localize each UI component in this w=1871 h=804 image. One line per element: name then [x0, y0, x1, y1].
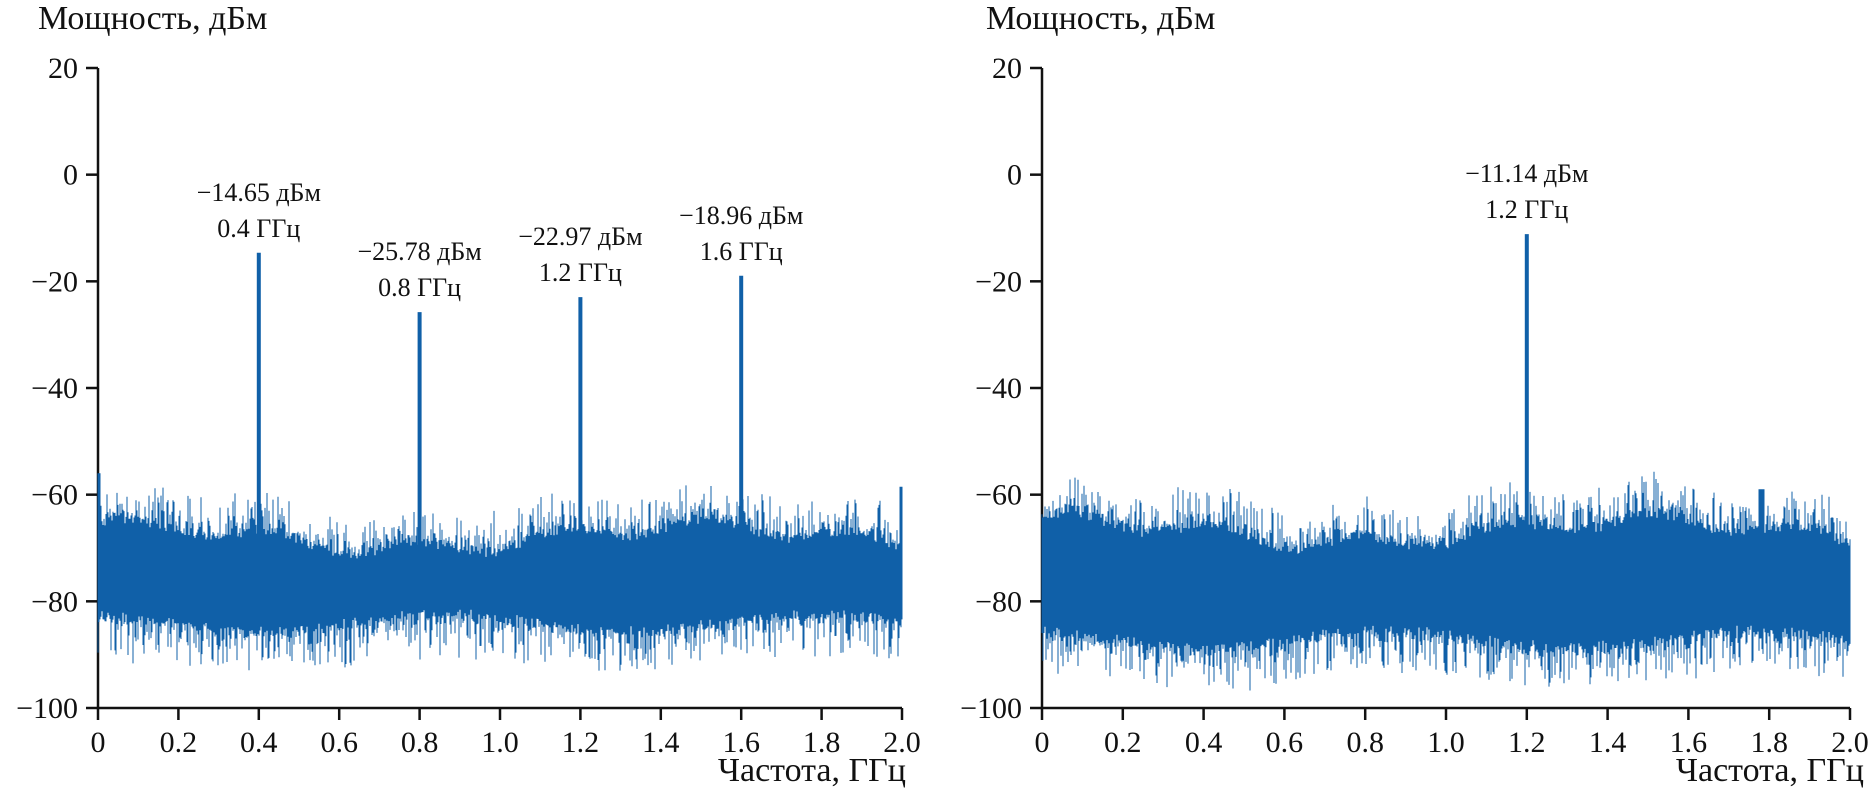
y-axis-title-left: Мощность, дБм [38, 0, 268, 37]
x-tick-label: 0.6 [1266, 726, 1304, 759]
x-tick-label: 1.0 [1427, 726, 1465, 759]
y-tick-label: −20 [975, 265, 1022, 298]
y-tick-label: −60 [975, 479, 1022, 512]
x-tick-label: 0.2 [1104, 726, 1142, 759]
x-tick-label: 1.2 [562, 726, 600, 759]
peak-annotation-power: −18.96 дБм [679, 201, 803, 230]
y-tick-label: −100 [960, 692, 1022, 725]
peak-annotation-freq: 0.8 ГГц [378, 273, 461, 302]
peak-annotation-power: −25.78 дБм [357, 237, 481, 266]
y-tick-label: 0 [63, 159, 78, 192]
y-tick-label: 0 [1007, 159, 1022, 192]
right-spectrum-chart: 20 0 −20 −40 −60 −80 −100 0 0.2 0.4 0.6 0.8 1.0 1.2 1.… [960, 52, 1869, 759]
x-tick-label: 0.4 [240, 726, 278, 759]
x-tick-label: 0.8 [1346, 726, 1384, 759]
x-tick-label: 1.4 [642, 726, 680, 759]
x-tick-label: 1.6 [722, 726, 760, 759]
x-tick-label: 0.4 [1185, 726, 1223, 759]
y-tick-label: −20 [31, 265, 78, 298]
peak-annotation-freq: 1.6 ГГц [700, 237, 783, 266]
x-tick-label: 0.6 [320, 726, 358, 759]
peak-annotation-freq: 0.4 ГГц [217, 214, 300, 243]
left-spectrum-chart: 20 0 −20 −40 −60 −80 −100 0 0.2 0.4 0.6 0.8 1.0 1.2 1.… [16, 52, 921, 759]
peak-annotation-power: −14.65 дБм [197, 178, 321, 207]
x-tick-label: 0.2 [160, 726, 198, 759]
x-tick-label: 0.8 [401, 726, 439, 759]
peak-annotation-power: −22.97 дБм [518, 222, 642, 251]
y-axis-title-right: Мощность, дБм [986, 0, 1216, 37]
x-axis-title-right: Частота, ГГц [1675, 752, 1864, 789]
y-tick-label: −40 [975, 372, 1022, 405]
peak-annotation-freq: 1.2 ГГц [1485, 195, 1568, 224]
noise-floor-trace [97, 473, 903, 671]
y-tick-label: −80 [31, 585, 78, 618]
x-tick-label: 2.0 [1831, 726, 1869, 759]
noise-floor-trace [1041, 471, 1851, 691]
y-tick-label: −80 [975, 585, 1022, 618]
x-tick-label: 0 [91, 726, 106, 759]
x-tick-label: 2.0 [883, 726, 921, 759]
x-tick-label: 1.8 [803, 726, 841, 759]
x-tick-label: 1.4 [1589, 726, 1627, 759]
y-tick-label: 20 [992, 52, 1022, 85]
y-tick-label: −60 [31, 479, 78, 512]
y-tick-label: −40 [31, 372, 78, 405]
peak-annotation-power: −11.14 дБм [1465, 159, 1588, 188]
x-tick-label: 1.6 [1670, 726, 1708, 759]
x-tick-label: 1.0 [481, 726, 519, 759]
peak-annotation-freq: 1.2 ГГц [539, 258, 622, 287]
x-axis-title-left: Частота, ГГц [717, 752, 906, 789]
x-tick-label: 1.8 [1750, 726, 1788, 759]
x-tick-label: 0 [1035, 726, 1050, 759]
y-tick-label: −100 [16, 692, 78, 725]
x-tick-label: 1.2 [1508, 726, 1546, 759]
y-tick-label: 20 [48, 52, 78, 85]
